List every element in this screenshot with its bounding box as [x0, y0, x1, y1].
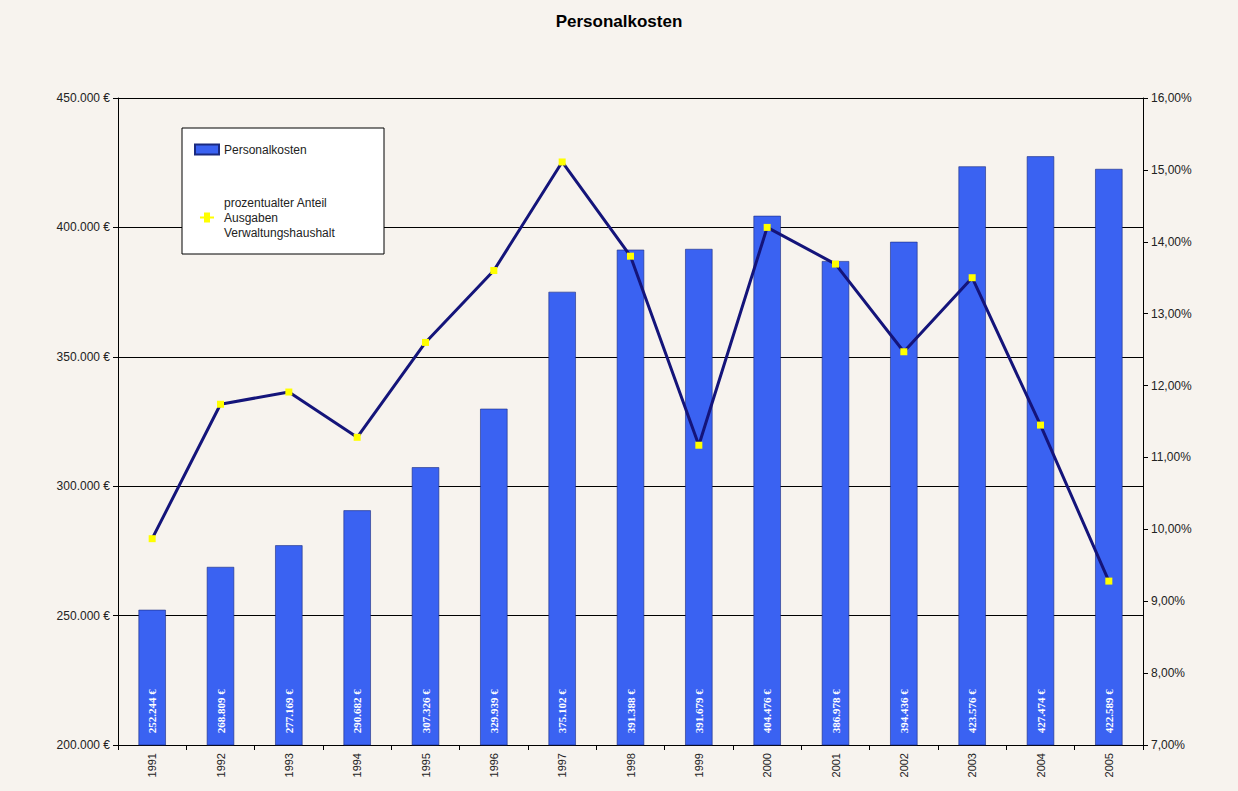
svg-text:450.000 €: 450.000 € — [57, 91, 111, 105]
svg-text:1992: 1992 — [215, 753, 227, 777]
svg-text:1995: 1995 — [420, 753, 432, 777]
svg-text:200.000 €: 200.000 € — [57, 738, 111, 752]
svg-text:350.000 €: 350.000 € — [57, 350, 111, 364]
svg-text:13,00%: 13,00% — [1151, 307, 1192, 321]
svg-text:12,00%: 12,00% — [1151, 379, 1192, 393]
svg-text:250.000 €: 250.000 € — [57, 609, 111, 623]
svg-text:423.576 €: 423.576 € — [966, 689, 978, 734]
svg-text:290.682 €: 290.682 € — [351, 689, 363, 734]
svg-text:400.000 €: 400.000 € — [57, 220, 111, 234]
svg-text:2003: 2003 — [966, 753, 978, 777]
svg-text:1993: 1993 — [283, 753, 295, 777]
svg-text:prozentualter Anteil: prozentualter Anteil — [224, 196, 330, 210]
svg-text:16,00%: 16,00% — [1151, 91, 1192, 105]
svg-text:2000: 2000 — [761, 753, 773, 777]
svg-text:1997: 1997 — [556, 753, 568, 777]
svg-text:2004: 2004 — [1035, 753, 1047, 777]
svg-text:394.436 €: 394.436 € — [898, 689, 910, 734]
svg-text:1996: 1996 — [488, 753, 500, 777]
svg-text:2001: 2001 — [830, 753, 842, 777]
svg-text:2005: 2005 — [1103, 753, 1115, 777]
svg-text:1999: 1999 — [693, 753, 705, 777]
svg-text:Verwaltungshaushalt: Verwaltungshaushalt — [224, 226, 335, 240]
svg-text:14,00%: 14,00% — [1151, 235, 1192, 249]
svg-text:1994: 1994 — [351, 753, 363, 777]
svg-text:7,00%: 7,00% — [1151, 738, 1185, 752]
svg-text:427.474 €: 427.474 € — [1035, 689, 1047, 734]
svg-text:391.679 €: 391.679 € — [693, 689, 705, 734]
svg-text:9,00%: 9,00% — [1151, 594, 1185, 608]
svg-text:252.244 €: 252.244 € — [146, 689, 158, 734]
svg-text:277.169 €: 277.169 € — [283, 689, 295, 734]
svg-text:386.978 €: 386.978 € — [830, 689, 842, 734]
svg-text:329.939 €: 329.939 € — [488, 689, 500, 734]
svg-text:Ausgaben: Ausgaben — [224, 211, 281, 225]
svg-text:2002: 2002 — [898, 753, 910, 777]
svg-text:Personalkosten: Personalkosten — [556, 12, 683, 31]
svg-text:10,00%: 10,00% — [1151, 522, 1192, 536]
svg-text:391.388 €: 391.388 € — [625, 689, 637, 734]
svg-text:300.000 €: 300.000 € — [57, 479, 111, 493]
svg-text:268.809 €: 268.809 € — [215, 689, 227, 734]
svg-text:404.476 €: 404.476 € — [761, 689, 773, 734]
svg-text:15,00%: 15,00% — [1151, 163, 1192, 177]
svg-text:Personalkosten: Personalkosten — [224, 143, 307, 157]
svg-text:422.589 €: 422.589 € — [1103, 689, 1115, 734]
svg-text:1991: 1991 — [146, 753, 158, 777]
svg-text:375.102 €: 375.102 € — [556, 689, 568, 734]
svg-text:11,00%: 11,00% — [1151, 450, 1191, 464]
svg-text:8,00%: 8,00% — [1151, 666, 1185, 680]
svg-text:307.326 €: 307.326 € — [420, 689, 432, 734]
svg-text:1998: 1998 — [625, 753, 637, 777]
